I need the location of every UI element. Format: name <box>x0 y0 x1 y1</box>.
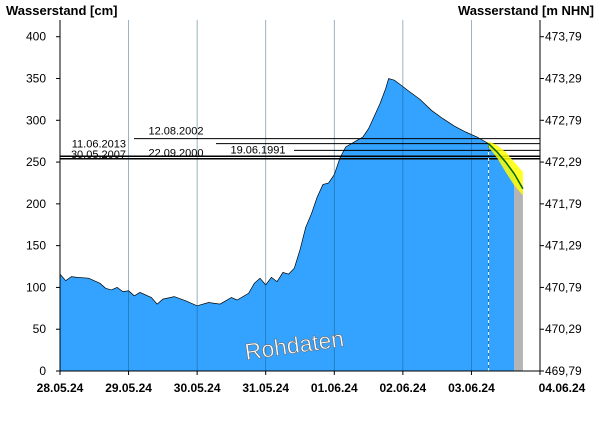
y-tick-label-left: 350 <box>26 72 46 86</box>
y-tick-label-right: 473,29 <box>545 72 582 86</box>
y-tick-label-left: 50 <box>33 322 47 336</box>
x-tick-label: 29.05.24 <box>105 381 152 395</box>
y-tick-label-right: 470,79 <box>545 280 582 294</box>
x-tick-label: 01.06.24 <box>311 381 358 395</box>
reference-label: 22.09.2000 <box>148 148 203 160</box>
measured-area <box>59 78 489 372</box>
forecast-layer <box>488 141 524 371</box>
forecast-tail-area <box>514 173 523 371</box>
axes-layer: 0 469,79 50 470,29 100 470,79 150 471,29 200 471,… <box>26 20 586 395</box>
y-axis-title-right: Wasserstand [m NHN] <box>458 3 594 18</box>
y-tick-label-left: 0 <box>39 364 46 378</box>
x-tick-label: 04.06.24 <box>539 381 586 395</box>
y-tick-label-left: 150 <box>26 239 46 253</box>
y-tick-label-right: 472,79 <box>545 113 582 127</box>
reference-label: 12.08.2002 <box>148 126 203 138</box>
y-axis-title-left: Wasserstand [cm] <box>6 3 118 18</box>
y-tick-label-left: 300 <box>26 113 46 127</box>
y-tick-label-right: 473,79 <box>545 30 582 44</box>
forecast-area <box>488 143 515 371</box>
forecast-line <box>488 143 524 190</box>
y-tick-label-right: 472,29 <box>545 155 582 169</box>
forecast-band <box>488 141 523 196</box>
area-layer <box>59 20 541 372</box>
y-tick-label-left: 200 <box>26 197 46 211</box>
x-tick-label: 31.05.24 <box>242 381 289 395</box>
x-tick-label: 28.05.24 <box>37 381 84 395</box>
x-tick-label: 30.05.24 <box>174 381 221 395</box>
y-tick-label-right: 471,79 <box>545 197 582 211</box>
y-tick-label-right: 471,29 <box>545 239 582 253</box>
x-tick-label: 03.06.24 <box>448 381 495 395</box>
reference-label: 11.06.2013 <box>72 139 126 151</box>
reference-label: 19.06.1991 <box>230 144 285 156</box>
y-tick-label-left: 100 <box>26 280 46 294</box>
y-tick-label-right: 470,29 <box>545 322 582 336</box>
x-tick-label: 02.06.24 <box>379 381 426 395</box>
y-tick-label-right: 469,79 <box>545 364 582 378</box>
y-tick-label-left: 250 <box>26 155 46 169</box>
y-tick-label-left: 400 <box>26 30 46 44</box>
